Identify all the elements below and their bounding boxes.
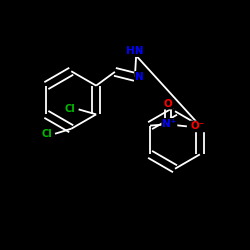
Text: Cl: Cl: [41, 129, 52, 139]
Text: N: N: [135, 72, 144, 82]
Text: O⁻: O⁻: [191, 122, 205, 132]
Text: Cl: Cl: [64, 104, 75, 115]
Text: N⁺: N⁺: [162, 119, 176, 129]
Text: HN: HN: [126, 46, 144, 56]
Text: O: O: [164, 99, 172, 109]
